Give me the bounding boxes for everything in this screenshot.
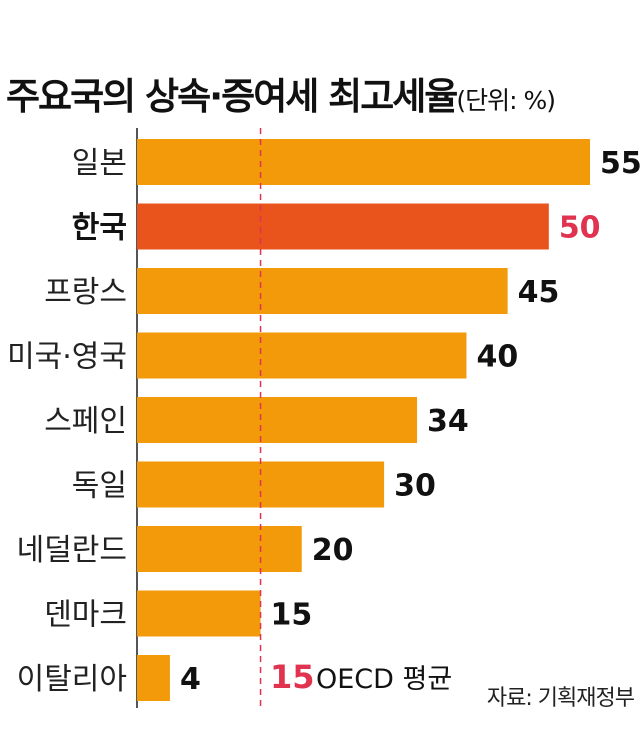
bar-2: [137, 268, 508, 314]
reference-text-label: OECD 평균: [316, 664, 452, 695]
value-label-8: 4: [180, 662, 201, 697]
bar-6: [137, 526, 302, 572]
value-label-2: 45: [518, 275, 560, 310]
value-label-3: 40: [476, 340, 518, 375]
category-label-3: 미국·영국: [7, 340, 127, 375]
category-label-7: 덴마크: [44, 598, 127, 633]
bar-7: [137, 590, 261, 637]
category-label-0: 일본: [72, 146, 127, 181]
bar-8: [137, 655, 170, 701]
chart-title: 주요국의 상속·증여세 최고세율(단위: %): [6, 66, 556, 120]
value-label-5: 30: [394, 469, 436, 504]
bar-1: [137, 203, 549, 250]
value-label-0: 55: [600, 146, 640, 181]
reference-value-label: 15: [270, 658, 315, 696]
title-text: 주요국의 상속·증여세 최고세율: [6, 75, 458, 118]
category-label-1: 한국: [72, 211, 127, 246]
category-label-8: 이탈리아: [17, 662, 127, 697]
value-label-4: 34: [427, 404, 469, 439]
value-label-1: 50: [559, 211, 601, 246]
value-label-6: 20: [312, 533, 354, 568]
category-label-2: 프랑스: [44, 275, 127, 310]
category-label-4: 스페인: [44, 404, 127, 439]
category-label-5: 독일: [72, 469, 127, 504]
bar-4: [137, 397, 418, 443]
bar-0: [137, 139, 590, 185]
bar-3: [137, 332, 467, 379]
value-label-7: 15: [271, 598, 313, 633]
category-label-6: 네덜란드: [17, 533, 127, 568]
source-note: 자료: 기획재정부: [486, 686, 635, 711]
unit-label: (단위: %): [456, 86, 556, 115]
